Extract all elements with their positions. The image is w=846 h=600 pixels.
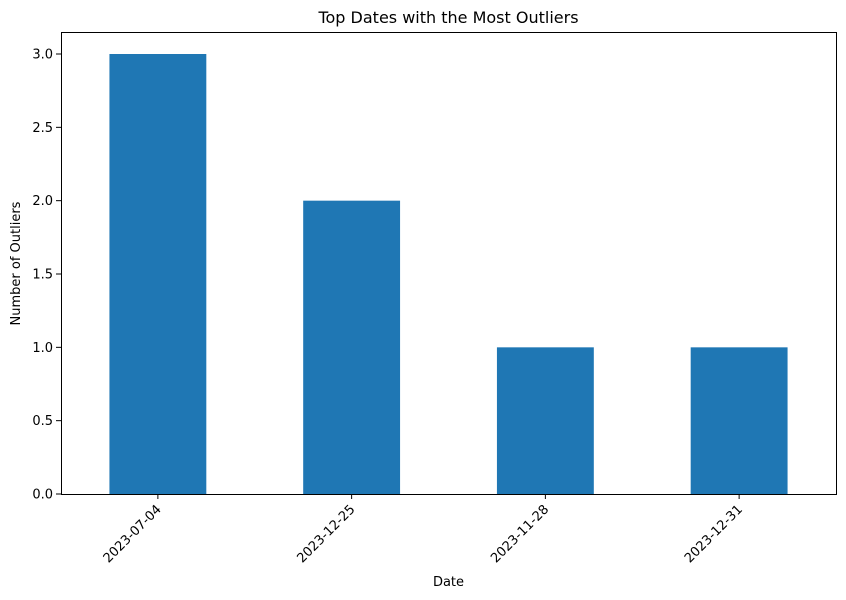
bars-group: [109, 54, 788, 494]
x-tick-label: 2023-12-25: [294, 502, 358, 566]
y-axis-label: Number of Outliers: [9, 201, 24, 325]
x-tick-label: 2023-11-28: [488, 502, 552, 566]
x-tick-label: 2023-12-31: [682, 502, 746, 566]
bar-2023-12-31: [690, 347, 788, 494]
y-axis: 0.0 0.5 1.0 1.5 2.0 2.5 3.0: [32, 48, 61, 503]
y-tick-label: 0.5: [32, 414, 53, 429]
bar-2023-07-04: [109, 54, 207, 494]
x-axis-label: Date: [433, 575, 464, 590]
y-tick-label: 2.5: [32, 121, 53, 136]
y-tick-label: 2.0: [32, 194, 53, 209]
plot-area-frame: [61, 32, 837, 495]
x-tick-label: 2023-07-04: [101, 502, 165, 566]
chart-title: Top Dates with the Most Outliers: [317, 8, 578, 27]
y-tick-label: 0.0: [32, 488, 53, 503]
x-axis: 2023-07-04 2023-12-25 2023-11-28 2023-12-31: [101, 494, 746, 566]
bar-2023-11-28: [496, 347, 594, 494]
y-tick-label: 3.0: [32, 48, 53, 63]
bar-2023-12-25: [303, 200, 401, 494]
y-tick-label: 1.5: [32, 268, 53, 283]
y-tick-label: 1.0: [32, 341, 53, 356]
